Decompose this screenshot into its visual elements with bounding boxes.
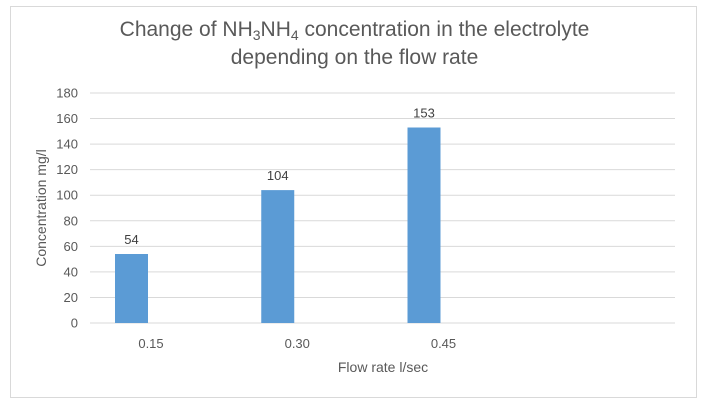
x-axis-title: Flow rate l/sec bbox=[338, 359, 428, 375]
x-tick-label: 0.15 bbox=[138, 336, 163, 351]
bar bbox=[407, 127, 441, 323]
data-label: 54 bbox=[124, 232, 138, 247]
title-subscript-2: 4 bbox=[290, 27, 299, 43]
bars bbox=[115, 127, 441, 323]
gridlines bbox=[90, 92, 675, 324]
x-axis-ticks: 0.15 0.30 0.45 bbox=[138, 336, 456, 351]
y-tick-label: 40 bbox=[64, 264, 78, 279]
y-tick-label: 160 bbox=[56, 111, 78, 126]
title-mid: NH bbox=[260, 18, 291, 41]
y-axis-ticks: 0 20 40 60 80 100 120 140 160 180 bbox=[56, 86, 78, 331]
data-labels: 54 104 153 bbox=[124, 106, 435, 248]
title-line-2: depending on the flow rate bbox=[230, 46, 479, 69]
y-tick-label: 20 bbox=[64, 290, 78, 305]
title-subscript-1: 3 bbox=[252, 27, 261, 43]
y-tick-label: 180 bbox=[56, 86, 78, 101]
y-axis-title: Concentration mg/l bbox=[33, 149, 49, 267]
x-tick-label: 0.45 bbox=[431, 336, 456, 351]
y-tick-label: 120 bbox=[56, 162, 78, 177]
title-prefix: Change of NH bbox=[119, 18, 253, 41]
bar bbox=[261, 190, 295, 323]
y-tick-label: 60 bbox=[64, 239, 78, 254]
y-tick-label: 100 bbox=[56, 188, 78, 203]
chart-frame bbox=[10, 6, 697, 398]
y-tick-label: 80 bbox=[64, 213, 78, 228]
y-tick-label: 0 bbox=[71, 316, 78, 331]
bar bbox=[115, 254, 148, 323]
data-label: 104 bbox=[267, 168, 289, 183]
title-suffix: concentration in the electrolyte bbox=[298, 18, 590, 41]
y-tick-label: 140 bbox=[56, 137, 78, 152]
data-label: 153 bbox=[413, 106, 435, 121]
x-tick-label: 0.30 bbox=[285, 336, 310, 351]
chart-title: Change of NH3NH4 concentration in the el… bbox=[0, 16, 709, 72]
